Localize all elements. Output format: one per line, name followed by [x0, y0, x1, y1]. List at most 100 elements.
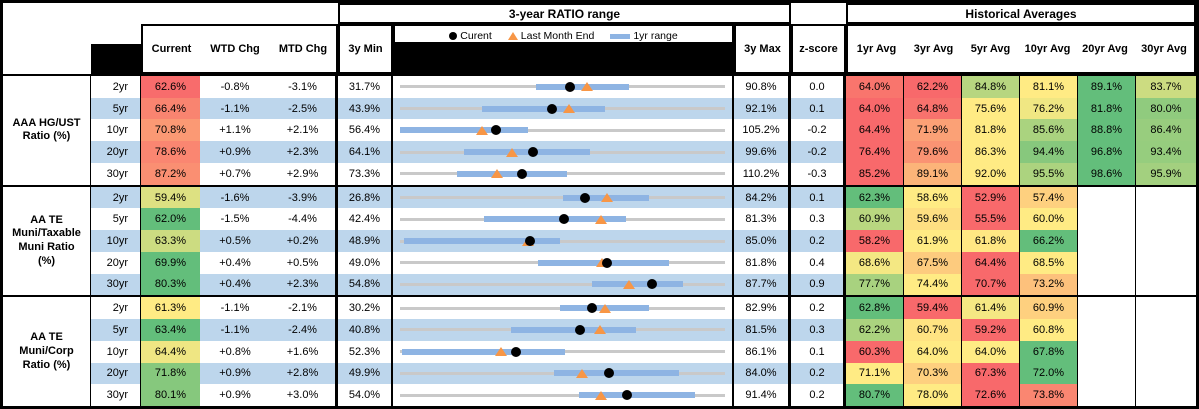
black-filler-block [91, 44, 141, 74]
cell-current: 62.0% [141, 208, 200, 231]
table-row: 10yr 64.4% +0.8% +1.6% 52.3% 86.1% 0.1 60.3% 64.… [91, 340, 1196, 363]
cell-avg-3yr: 89.1% [904, 162, 962, 185]
header-band: Current WTD Chg MTD Chg 3y Min Curent La… [3, 24, 1196, 76]
cell-3y-max: 90.8% [734, 76, 791, 98]
current-dot-marker [575, 324, 586, 335]
current-dot-marker [621, 390, 632, 401]
title-historical-averages: Historical Averages [846, 3, 1196, 24]
cell-3y-max: 110.2% [734, 162, 791, 185]
cell-wtd-chg: -1.1% [200, 97, 270, 120]
cell-avg-30yr: 95.9% [1136, 162, 1196, 185]
cell-tenor: 30yr [91, 273, 141, 296]
cell-avg-5yr: 86.3% [962, 141, 1020, 163]
current-dot-marker [517, 168, 528, 179]
legend-current-label: Curent [460, 30, 492, 42]
title-spacer-left [3, 3, 338, 24]
cell-tenor: 20yr [91, 362, 141, 385]
ratio-group: AAA HG/UST Ratio (%) 2yr 62.6% -0.8% -3.1% 31… [3, 76, 1196, 185]
cell-avg-20yr [1078, 362, 1136, 385]
cell-wtd-chg: -1.6% [200, 186, 270, 209]
cell-avg-5yr: 64.0% [962, 340, 1020, 363]
chart-legend: Curent Last Month End 1yr range [395, 26, 732, 46]
cell-3y-min: 40.8% [338, 319, 393, 341]
group-rows: 2yr 59.4% -1.6% -3.9% 26.8% 84.2% 0.1 62.3% 58.6… [91, 186, 1196, 296]
current-dot-marker [603, 368, 614, 379]
one-year-range-bar [481, 105, 605, 112]
title-band: 3-year RATIO range Historical Averages [3, 3, 1196, 24]
last-month-end-marker [600, 193, 613, 203]
range-chart-cell [393, 273, 734, 296]
cell-tenor: 20yr [91, 251, 141, 274]
cell-avg-10yr: 72.0% [1020, 362, 1078, 385]
cell-avg-10yr: 60.9% [1020, 297, 1078, 320]
last-month-end-marker [594, 390, 607, 400]
cell-avg-30yr [1136, 297, 1196, 319]
cell-avg-1yr: 62.8% [846, 297, 904, 320]
one-year-range-bar [400, 127, 528, 134]
cell-avg-30yr [1136, 208, 1196, 230]
cell-avg-30yr: 86.4% [1136, 119, 1196, 142]
cell-avg-5yr: 61.8% [962, 230, 1020, 252]
range-chart-cell [393, 230, 734, 252]
current-dot-marker [524, 236, 535, 246]
cell-current: 71.8% [141, 362, 200, 385]
col-header-10yr-avg: 10yr Avg [1024, 43, 1071, 55]
table-body: AAA HG/UST Ratio (%) 2yr 62.6% -0.8% -3.1% 31… [3, 76, 1196, 406]
cell-current: 66.4% [141, 97, 200, 120]
header-average-columns: 1yr Avg 3yr Avg 5yr Avg 10yr Avg 20yr Av… [846, 24, 1196, 74]
table-row: 5yr 62.0% -1.5% -4.4% 42.4% 81.3% 0.3 60.9% 59.6… [91, 208, 1196, 231]
cell-z-score: 0.1 [791, 186, 846, 209]
one-year-range-bar [554, 370, 680, 377]
title-historical-averages-label: Historical Averages [965, 6, 1077, 21]
cell-current: 80.3% [141, 273, 200, 296]
cell-avg-10yr: 94.4% [1020, 141, 1078, 163]
cell-z-score: 0.3 [791, 208, 846, 231]
cell-avg-5yr: 92.0% [962, 162, 1020, 185]
cell-avg-3yr: 62.2% [904, 76, 962, 98]
cell-avg-5yr: 64.4% [962, 251, 1020, 274]
cell-avg-3yr: 59.4% [904, 297, 962, 320]
cell-tenor: 20yr [91, 141, 141, 163]
cell-wtd-chg: +1.1% [219, 124, 251, 137]
current-dot-marker [579, 192, 590, 203]
cell-avg-20yr [1078, 273, 1136, 296]
cell-mtd-chg: +0.5% [270, 251, 338, 274]
cell-tenor: 5yr [91, 97, 141, 120]
cell-avg-1yr: 80.7% [846, 384, 904, 406]
cell-3y-max: 84.2% [734, 186, 791, 209]
cell-avg-30yr [1136, 319, 1196, 341]
cell-avg-10yr: 85.6% [1020, 119, 1078, 142]
cell-avg-30yr: 93.4% [1136, 141, 1196, 163]
header-change-columns: Current WTD Chg MTD Chg [141, 24, 338, 74]
table-row: 5yr 63.4% -1.1% -2.4% 40.8% 81.5% 0.3 62.2% 60.7… [91, 319, 1196, 341]
cell-avg-20yr [1078, 186, 1136, 209]
legend-item-last-month-end: Last Month End [507, 30, 594, 42]
cell-avg-3yr: 58.6% [904, 186, 962, 209]
cell-avg-30yr [1136, 252, 1196, 274]
cell-mtd-chg: +2.1% [270, 119, 338, 142]
table-row: 2yr 62.6% -0.8% -3.1% 31.7% 90.8% 0.0 64.0% 62.2… [91, 76, 1196, 98]
cell-current: 80.1% [141, 384, 200, 406]
cell-tenor: 30yr [91, 384, 141, 406]
cell-avg-10yr: 95.5% [1020, 162, 1078, 185]
cell-avg-1yr: 60.9% [846, 208, 904, 231]
cell-avg-1yr: 77.7% [846, 273, 904, 296]
cell-avg-3yr: 79.6% [904, 141, 962, 163]
cell-current: 63.3% [141, 230, 200, 252]
cell-3y-min: 49.9% [338, 362, 393, 385]
col-header-3y-max-label: 3y Max [744, 43, 781, 55]
last-month-end-marker [490, 169, 503, 179]
group-label: AA TE Muni/Taxable Muni Ratio (%) [3, 186, 91, 296]
cell-avg-30yr [1136, 230, 1196, 252]
cell-avg-3yr: 78.0% [904, 384, 962, 406]
cell-avg-1yr: 68.6% [846, 251, 904, 274]
table-row: 10yr 63.3% +0.5% +0.2% 48.9% 85.0% 0.2 58.2% 61.… [91, 230, 1196, 252]
cell-avg-1yr: 64.0% [846, 97, 904, 120]
range-chart-cell [393, 186, 734, 209]
cell-wtd-chg: -1.5% [220, 213, 250, 226]
cell-z-score: -0.3 [791, 162, 846, 185]
cell-tenor: 2yr [91, 297, 141, 320]
col-header-mtd-chg: MTD Chg [278, 43, 328, 55]
cell-mtd-chg: +2.8% [270, 362, 338, 385]
cell-avg-20yr [1078, 251, 1136, 274]
